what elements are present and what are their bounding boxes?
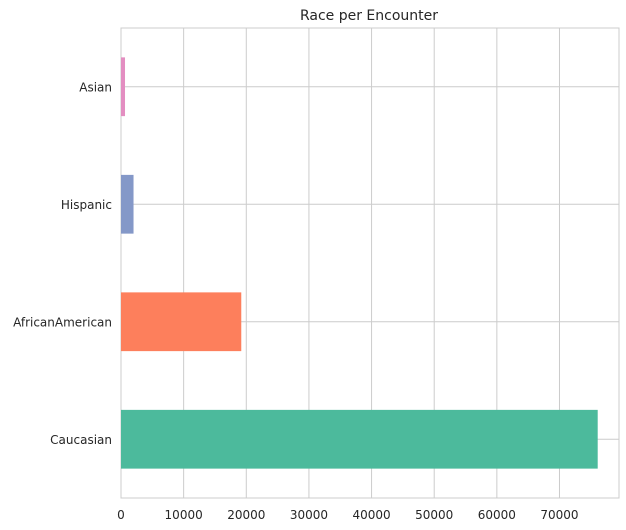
y-tick-labels: Caucasian AfricanAmerican Hispanic Asian: [13, 80, 112, 447]
x-tick-label: 60000: [478, 508, 516, 522]
bar-asian: [121, 57, 126, 117]
y-tick-label: Hispanic: [61, 198, 112, 212]
bar-hispanic: [121, 174, 134, 234]
y-tick-label: Caucasian: [50, 433, 112, 447]
y-tick-label: Asian: [79, 80, 112, 94]
bar-africanamerican: [121, 292, 242, 352]
x-tick-label: 0: [117, 508, 125, 522]
x-tick-label: 40000: [352, 508, 390, 522]
x-tick-label: 30000: [290, 508, 328, 522]
x-tick-labels: 0 10000 20000 30000 40000 50000 60000 70000: [117, 508, 578, 522]
chart-title: Race per Encounter: [300, 8, 438, 24]
bar-caucasian: [121, 409, 598, 469]
x-tick-label: 20000: [227, 508, 265, 522]
x-tick-label: 10000: [165, 508, 203, 522]
x-tick-label: 70000: [540, 508, 578, 522]
x-tick-label: 50000: [415, 508, 453, 522]
y-tick-label: AfricanAmerican: [13, 315, 112, 329]
bars: [121, 57, 598, 469]
